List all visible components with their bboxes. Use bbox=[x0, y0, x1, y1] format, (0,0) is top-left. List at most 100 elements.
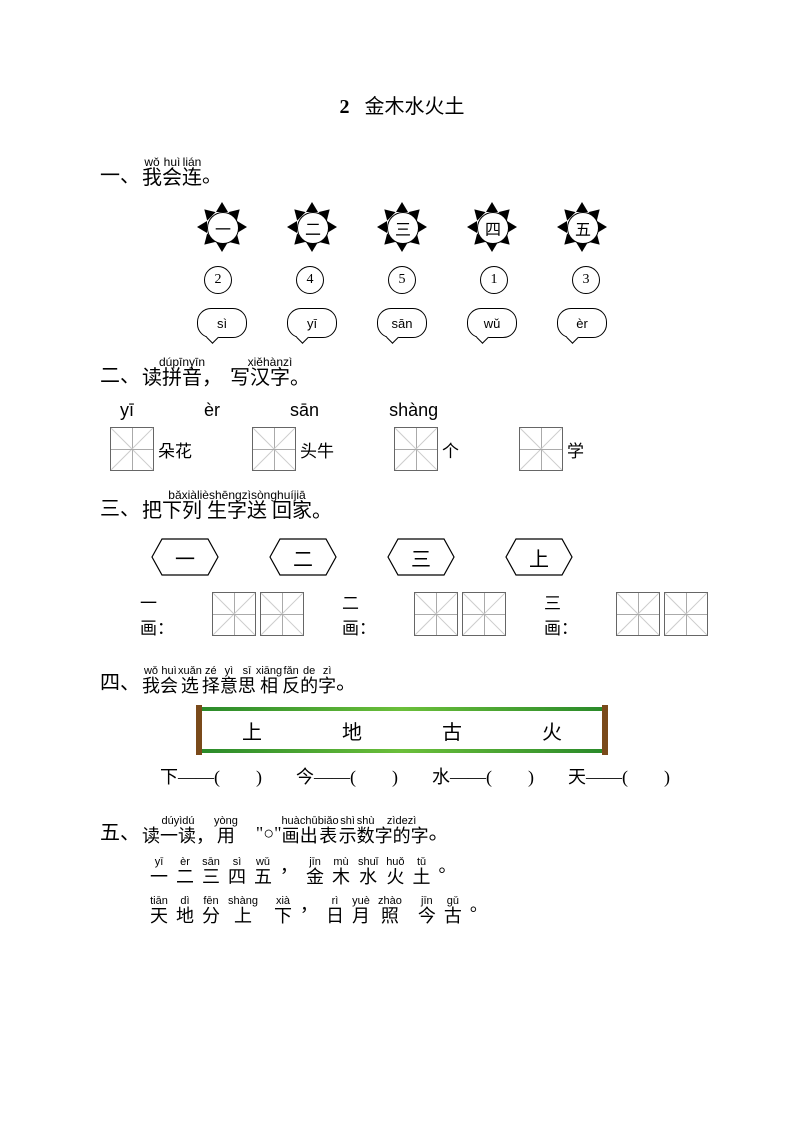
sun-row: 一二三四五 bbox=[100, 202, 704, 252]
worksheet-page: 2 金木水火土 一、 wǒ我huì会lián连 。 一二三四五 2 4 5 1 3 sì… bbox=[0, 0, 794, 971]
section-5-label: 五、 bbox=[100, 816, 140, 845]
ruby-char: tiān天 bbox=[150, 896, 168, 925]
cloud-icon: wǔ bbox=[467, 308, 517, 338]
ruby-char: jīn金 bbox=[306, 857, 324, 886]
writing-box[interactable] bbox=[252, 427, 296, 471]
stroke-label: 二画： bbox=[342, 589, 376, 639]
writing-box[interactable] bbox=[414, 592, 458, 636]
poem-line-1: yī一èr二sān三sì四wǔ五，jīn金mù木shuǐ水huǒ火tǔ土。 bbox=[150, 857, 704, 886]
poem-line-2: tiān天dì地fēn分shàng上xià下，rì日yuè月zhào照jīn今g… bbox=[150, 896, 704, 925]
section-2-head: 二、 dúpīnyīn读拼音， xiěhànzì写汉字。 bbox=[100, 356, 704, 388]
ruby-char: huǒ火 bbox=[386, 857, 404, 886]
hexagon: 二 bbox=[258, 537, 348, 577]
ruby-char: biǎo表 bbox=[318, 816, 339, 845]
ruby-char: jīn今 bbox=[418, 896, 436, 925]
ruby-char: shì示 bbox=[339, 816, 357, 845]
number-circle: 1 bbox=[480, 266, 508, 294]
lesson-number: 2 bbox=[340, 96, 350, 118]
option-char: 古 bbox=[442, 716, 462, 745]
number-row: 2 4 5 1 3 bbox=[100, 266, 704, 294]
writing-box[interactable] bbox=[616, 592, 660, 636]
ruby-char: xiāng相 bbox=[256, 666, 282, 695]
ruby-char: huà画 bbox=[281, 816, 299, 845]
number-circle: 3 bbox=[572, 266, 600, 294]
ruby-char: ， bbox=[300, 896, 318, 925]
section-5-head: 五、 dúyìdú读一读，yòng用 "○"huà画chū出biǎo表shì示s… bbox=[100, 807, 704, 845]
number-circle: 4 bbox=[296, 266, 324, 294]
ruby-char: shàng上 bbox=[228, 896, 258, 925]
ruby-char: xuǎn选 bbox=[178, 666, 202, 695]
ruby-char: huì会 bbox=[160, 666, 178, 695]
cloud-row: sì yī sān wǔ èr bbox=[100, 308, 704, 338]
ruby-char: 。 bbox=[470, 896, 488, 925]
ruby-char: "○" bbox=[238, 824, 282, 842]
ruby-char: de的 bbox=[300, 666, 318, 695]
ruby-char: dúyìdú读一读， bbox=[142, 816, 214, 845]
pinyin-label: yī bbox=[120, 400, 134, 421]
ruby-char: sī思 bbox=[238, 666, 256, 695]
section-2-label: 二、 bbox=[100, 359, 140, 388]
ruby-char: tǔ土 bbox=[413, 857, 431, 886]
cloud-icon: yī bbox=[287, 308, 337, 338]
pair: 下——( ) bbox=[160, 763, 262, 789]
box-unit: 头牛 bbox=[252, 427, 334, 471]
ruby-char: wǔ五 bbox=[254, 857, 272, 886]
section-4-label: 四、 bbox=[100, 666, 140, 695]
ruby-char: sān三 bbox=[202, 857, 220, 886]
ruby-char: yì意 bbox=[220, 666, 238, 695]
section-4-tail: 。 bbox=[336, 666, 356, 695]
ruby-char: shuǐ水 bbox=[358, 857, 378, 886]
writing-box[interactable] bbox=[462, 592, 506, 636]
cloud-icon: èr bbox=[557, 308, 607, 338]
pair: 水——( ) bbox=[432, 763, 534, 789]
box-unit: 学 bbox=[519, 427, 584, 471]
section-1-head: 一、 wǒ我huì会lián连 。 bbox=[100, 149, 704, 188]
ruby-char: huì会 bbox=[162, 156, 182, 188]
cloud-icon: sì bbox=[197, 308, 247, 338]
number-circle: 5 bbox=[388, 266, 416, 294]
pinyin-label: èr bbox=[204, 400, 220, 421]
writing-box[interactable] bbox=[664, 592, 708, 636]
writing-boxes-row: 朵花头牛个学 bbox=[110, 427, 704, 471]
ruby-char: fǎn反 bbox=[282, 666, 300, 695]
sun-icon: 四 bbox=[467, 202, 517, 252]
ruby-char: gǔ古 bbox=[444, 896, 462, 925]
sun-icon: 一 bbox=[197, 202, 247, 252]
writing-box[interactable] bbox=[260, 592, 304, 636]
ruby-char: yī一 bbox=[150, 857, 168, 886]
ruby-char: dì地 bbox=[176, 896, 194, 925]
options-box: 上地古火 bbox=[198, 707, 606, 753]
box-unit: 朵花 bbox=[110, 427, 192, 471]
ruby-char: mù木 bbox=[332, 857, 350, 886]
stroke-label: 一画： bbox=[140, 589, 174, 639]
sun-icon: 三 bbox=[377, 202, 427, 252]
ruby-char: zhào照 bbox=[378, 896, 402, 925]
ruby-char: 。 bbox=[439, 857, 457, 886]
ruby-char: fēn分 bbox=[202, 896, 220, 925]
ruby-char: ， bbox=[280, 857, 298, 886]
ruby-char: zì字 bbox=[318, 666, 336, 695]
lesson-title: 金木水火土 bbox=[365, 96, 465, 118]
writing-box[interactable] bbox=[519, 427, 563, 471]
number-circle: 2 bbox=[204, 266, 232, 294]
writing-box[interactable] bbox=[212, 592, 256, 636]
section-1-label: 一、 bbox=[100, 159, 140, 188]
ruby-char: rì日 bbox=[326, 896, 344, 925]
pinyin-label: sān bbox=[290, 400, 319, 421]
section-1-tail: 。 bbox=[202, 159, 222, 188]
pair: 天——( ) bbox=[568, 763, 670, 789]
ruby-char: xià下 bbox=[274, 896, 292, 925]
option-char: 上 bbox=[242, 716, 262, 745]
ruby-char: lián连 bbox=[182, 156, 202, 188]
cloud-icon: sān bbox=[377, 308, 427, 338]
ruby-char: shù数 bbox=[357, 816, 375, 845]
page-title: 2 金木水火土 bbox=[100, 90, 704, 119]
hexagon-row: 一二三上 bbox=[140, 537, 704, 577]
sun-icon: 二 bbox=[287, 202, 337, 252]
ruby-char: yòng用 bbox=[214, 816, 238, 845]
pinyin-label: shàng bbox=[389, 400, 438, 421]
section-3-label: 三、 bbox=[100, 492, 140, 521]
writing-box[interactable] bbox=[394, 427, 438, 471]
ruby-char: sì四 bbox=[228, 857, 246, 886]
writing-box[interactable] bbox=[110, 427, 154, 471]
